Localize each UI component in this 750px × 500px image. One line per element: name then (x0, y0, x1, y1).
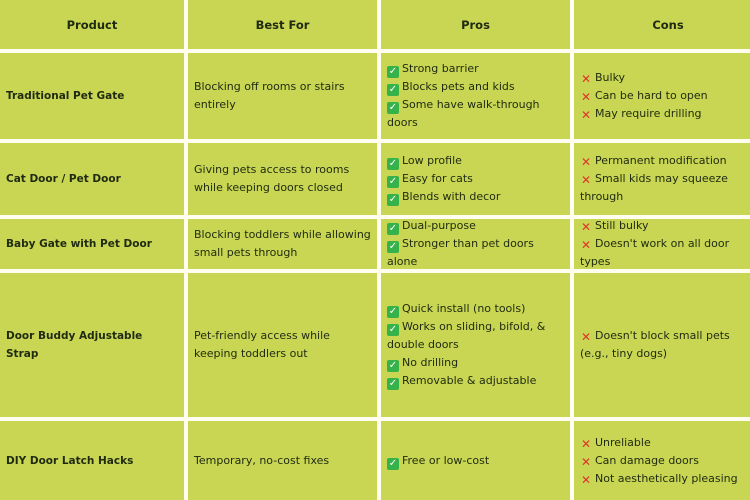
con-item: ✕ Small kids may squeeze through (580, 170, 750, 206)
pro-item: ✓ Removable & adjustable (387, 372, 564, 390)
check-mark-icon: ✓ (387, 360, 399, 372)
check-mark-icon: ✓ (387, 324, 399, 336)
pro-item-text: Dual-purpose (402, 219, 476, 232)
check-mark-icon: ✓ (387, 176, 399, 188)
pro-item-text: Works on sliding, bifold, & double doors (387, 320, 546, 351)
pro-item-text: Easy for cats (402, 172, 473, 185)
pros-cell: ✓ Free or low-cost (381, 421, 570, 500)
pro-item: ✓ Blocks pets and kids (387, 78, 564, 96)
cross-mark-icon: ✕ (580, 330, 592, 344)
con-item: ✕ Doesn't block small pets (e.g., tiny do… (580, 327, 750, 363)
pro-item: ✓ Free or low-cost (387, 452, 564, 470)
check-mark-icon: ✓ (387, 241, 399, 253)
pros-cell: ✓ Low profile ✓ Easy for cats ✓ Blends with d… (381, 143, 570, 215)
cross-mark-icon: ✕ (580, 72, 592, 86)
cons-cell: ✕ Bulky ✕ Can be hard to open ✕ May require d… (574, 53, 750, 139)
cross-mark-icon: ✕ (580, 436, 592, 451)
cross-mark-icon: ✕ (580, 220, 592, 234)
con-item: ✕ Permanent modification (580, 152, 750, 170)
con-item: ✕ Can damage doors (580, 452, 750, 470)
best-for-cell: Giving pets access to rooms while keepin… (188, 143, 377, 215)
product-cell: Traditional Pet Gate (0, 53, 184, 139)
pro-item: ✓ Dual-purpose (387, 219, 564, 235)
best-for-cell: Pet-friendly access while keeping toddle… (188, 273, 377, 417)
check-mark-icon: ✓ (387, 102, 399, 114)
cross-mark-icon: ✕ (580, 155, 592, 169)
con-item-text: Bulky (595, 71, 626, 84)
product-cell: Cat Door / Pet Door (0, 143, 184, 215)
pro-item: ✓ No drilling (387, 354, 564, 372)
header-cons: Cons (574, 0, 750, 49)
pro-item: ✓ Stronger than pet doors alone (387, 235, 564, 269)
con-item-text: May require drilling (595, 107, 702, 120)
con-item-text: Still bulky (595, 219, 649, 232)
con-item-text: Can be hard to open (595, 89, 708, 102)
check-mark-icon: ✓ (387, 223, 399, 235)
con-item: ✕ May require drilling (580, 105, 750, 123)
cross-mark-icon: ✕ (580, 173, 592, 187)
cross-mark-icon: ✕ (580, 108, 592, 122)
con-item-text: Doesn't work on all door types (580, 237, 730, 268)
pro-item-text: Blends with decor (402, 190, 501, 203)
con-item: ✕ Unreliable (580, 434, 750, 452)
product-cell: DIY Door Latch Hacks (0, 421, 184, 500)
pros-cell: ✓ Dual-purpose ✓ Stronger than pet doors al… (381, 219, 570, 269)
pro-item-text: Blocks pets and kids (402, 80, 515, 93)
header-best-for: Best For (188, 0, 377, 49)
pro-item-text: Some have walk-through doors (387, 98, 540, 129)
pro-item-text: Strong barrier (402, 62, 479, 75)
con-item-text: Unreliable (595, 435, 651, 449)
header-pros: Pros (381, 0, 570, 49)
con-item: ✕ Doesn't work on all door types (580, 235, 750, 269)
con-item: ✕ Not aesthetically pleasing (580, 470, 750, 488)
con-item-text: Small kids may squeeze through (580, 172, 728, 203)
check-mark-icon: ✓ (387, 378, 399, 390)
best-for-cell: Temporary, no-cost fixes (188, 421, 377, 500)
pro-item: ✓ Works on sliding, bifold, & double door… (387, 318, 564, 354)
pro-item-text: Stronger than pet doors alone (387, 237, 534, 268)
pro-item: ✓ Quick install (no tools) (387, 300, 564, 318)
product-cell: Door Buddy Adjustable Strap (0, 273, 184, 417)
pros-cell: ✓ Quick install (no tools) ✓ Works on slidi… (381, 273, 570, 417)
pro-item-text: Removable & adjustable (402, 374, 537, 387)
cross-mark-icon: ✕ (580, 238, 592, 252)
check-mark-icon: ✓ (387, 158, 399, 170)
pro-item-text: Low profile (402, 154, 462, 167)
check-mark-icon: ✓ (387, 306, 399, 318)
cons-cell: ✕ Permanent modification ✕ Small kids may s… (574, 143, 750, 215)
con-item: ✕ Can be hard to open (580, 87, 750, 105)
check-mark-icon: ✓ (387, 84, 399, 96)
cons-cell: ✕ Unreliable ✕ Can damage doors ✕ Not aesthet… (574, 421, 750, 500)
pro-item-text: Free or low-cost (402, 453, 490, 467)
cross-mark-icon: ✕ (580, 90, 592, 104)
con-item-text: Can damage doors (595, 453, 700, 467)
best-for-cell: Blocking toddlers while allowing small p… (188, 219, 377, 269)
pro-item: ✓ Blends with decor (387, 188, 564, 206)
cons-cell: ✕ Still bulky ✕ Doesn't work on all door ty… (574, 219, 750, 269)
pro-item: ✓ Strong barrier (387, 60, 564, 78)
product-cell: Baby Gate with Pet Door (0, 219, 184, 269)
con-item: ✕ Still bulky (580, 219, 750, 235)
con-item-text: Not aesthetically pleasing (595, 471, 738, 485)
pro-item-text: Quick install (no tools) (402, 302, 526, 315)
con-item-text: Doesn't block small pets (e.g., tiny dog… (580, 329, 730, 360)
header-product: Product (0, 0, 184, 49)
pros-cell: ✓ Strong barrier ✓ Blocks pets and kids ✓ Som… (381, 53, 570, 139)
pro-item: ✓ Easy for cats (387, 170, 564, 188)
check-mark-icon: ✓ (387, 66, 399, 78)
cross-mark-icon: ✕ (580, 454, 592, 469)
con-item: ✕ Bulky (580, 69, 750, 87)
pro-item: ✓ Low profile (387, 152, 564, 170)
pro-item-text: No drilling (402, 356, 459, 369)
cons-cell: ✕ Doesn't block small pets (e.g., tiny do… (574, 273, 750, 417)
pro-item: ✓ Some have walk-through doors (387, 96, 564, 132)
check-mark-icon: ✓ (387, 194, 399, 206)
check-mark-icon: ✓ (387, 457, 399, 470)
con-item-text: Permanent modification (595, 154, 727, 167)
best-for-cell: Blocking off rooms or stairs entirely (188, 53, 377, 139)
